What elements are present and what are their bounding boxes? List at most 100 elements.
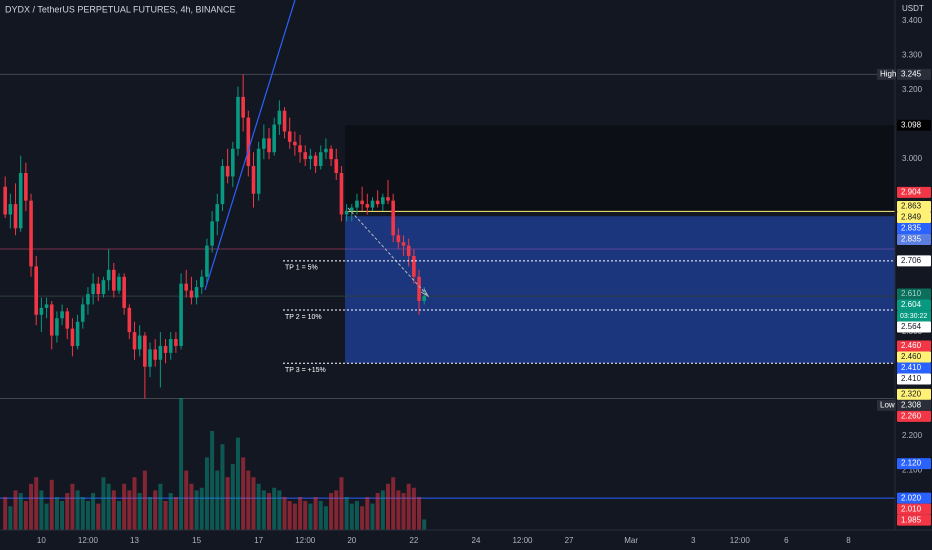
candle-body [318,152,323,167]
candle-body [215,204,220,222]
price-label: 2.308 [901,400,922,409]
candle-body [70,328,75,346]
volume-bar [215,470,220,530]
candle-body [360,200,364,205]
volume-bar [44,503,49,530]
price-label: 3.098 [901,120,922,129]
volume-bar [292,503,297,530]
volume-bar [80,497,85,530]
volume-bar [204,457,209,530]
candle-body [344,211,349,215]
candle-body [3,186,7,215]
candle-body [391,200,395,236]
volume-bar [173,497,178,530]
volume-bar [34,477,39,530]
volume-bar [329,493,334,530]
x-tick-label: 20 [347,536,356,545]
volume-bar [13,490,18,530]
volume-bar [199,487,204,530]
volume-bar [303,500,308,530]
price-label-bg [897,201,931,213]
candle-body [184,283,189,291]
volume-bar [375,493,380,530]
volume-bar [261,490,266,530]
volume-bar [220,444,225,530]
volume-bar [127,490,132,530]
countdown: 03:30:22 [900,313,927,320]
volume-bar [96,503,101,530]
volume-bar [256,483,261,530]
candle-body [96,283,101,295]
volume-bar [272,487,277,530]
candle-body [324,148,328,153]
volume-bar [116,500,121,530]
candle-body [163,345,168,353]
price-label-bg [897,186,931,198]
candle-body [339,172,344,215]
x-tick-label: 6 [784,536,789,545]
price-tag: Low [880,400,895,409]
candle-body [231,148,235,177]
candle-body [262,138,266,149]
candle-body [313,155,318,167]
price-label: 2.460 [901,352,922,361]
candle-body [24,172,28,201]
price-label-bg [897,288,931,300]
volume-bar [360,506,365,530]
price-label: 2.120 [901,459,922,468]
candle-body [168,339,173,353]
price-label: 2.410 [901,374,922,383]
candle-body [117,276,121,291]
volume-bar [339,477,344,530]
chart-title: DYDX / TetherUS PERPETUAL FUTURES, 4h, B… [5,4,236,14]
volume-bar [230,464,235,530]
x-tick-label: Mar [624,536,638,545]
trend-line [204,0,296,291]
price-label: 1.985 [901,515,922,524]
x-tick-label: 12:00 [295,536,316,545]
candle-body [246,117,251,167]
candle-body [412,256,416,277]
volume-bar [168,493,173,530]
candle-body [396,235,401,243]
candle-body [236,96,240,149]
candle-body [44,304,49,308]
candles [3,74,427,399]
price-label-bg [897,234,931,246]
candle-body [49,304,54,336]
candle-body [101,280,106,295]
candle-body [194,287,199,298]
x-tick-label: 12:00 [730,536,751,545]
volume-bar [153,490,158,530]
price-label: 2.835 [901,224,922,233]
y-tick-label: 3.400 [902,16,923,25]
candle-body [18,172,23,229]
volume-bar [75,490,80,530]
price-label: 2.706 [901,256,922,265]
volume-bar [282,497,287,530]
price-label: 2.835 [901,235,922,244]
y-tick-label: 3.200 [902,85,923,94]
volume-bar [241,457,246,530]
candle-body [106,269,111,281]
candle-body [386,197,390,201]
price-label: 2.904 [901,187,922,196]
candle-body [39,307,44,315]
volume-bar [267,493,272,530]
x-tick-label: 8 [846,536,851,545]
volume-bar [132,477,137,530]
volume-pane [3,398,427,530]
volume-bar [158,483,163,530]
volume-bar [417,497,422,530]
volume-bar [137,493,142,530]
candle-body [282,110,287,132]
price-label-bg [897,321,931,333]
candle-body [60,311,64,319]
price-tag-bg [877,68,896,80]
price-label: 2.320 [901,389,922,398]
x-tick-label: 15 [192,536,201,545]
candle-body [158,345,163,360]
candle-body [8,204,13,215]
candle-body [267,138,271,153]
volume-bar [349,503,354,530]
